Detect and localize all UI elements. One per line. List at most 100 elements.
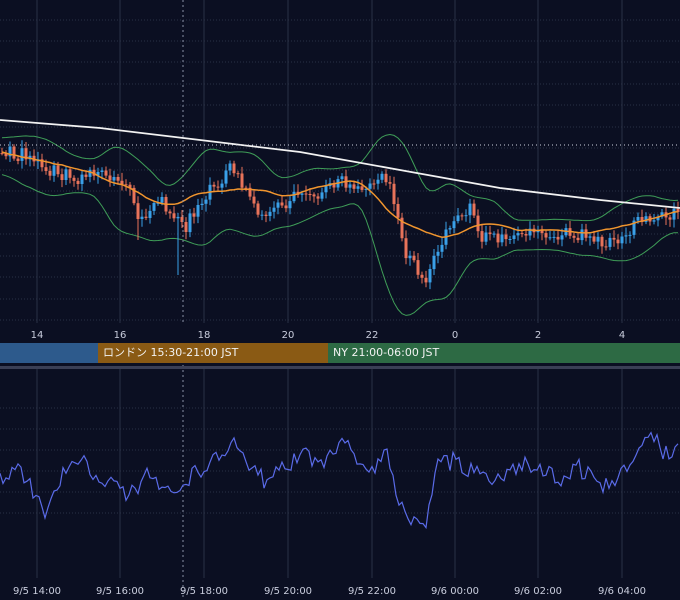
panel-separator — [0, 366, 680, 369]
candle-body — [556, 236, 560, 240]
candle-body — [280, 202, 284, 206]
candle-body — [316, 196, 320, 199]
candle-body — [140, 216, 144, 219]
bollinger-upper-band — [1, 133, 679, 222]
candle-body — [68, 169, 72, 178]
candle-body — [244, 187, 248, 189]
candle-body — [20, 148, 24, 161]
moving-averages — [0, 119, 680, 238]
candle-body — [180, 216, 184, 222]
candle-body — [236, 173, 240, 175]
candle-body — [144, 216, 148, 218]
candle-body — [400, 217, 404, 239]
candle-body — [112, 177, 116, 181]
candle-body — [388, 182, 392, 184]
oscillator-series — [0, 431, 679, 530]
candle-body — [416, 260, 420, 275]
candle-body — [216, 186, 220, 188]
candle-body — [528, 228, 532, 236]
candle-body — [84, 174, 88, 177]
candle-body — [380, 173, 384, 180]
candle-body — [8, 146, 12, 157]
candle-body — [384, 173, 388, 183]
x-tick-label: 9/6 02:00 — [514, 586, 562, 597]
candle-body — [292, 191, 296, 202]
candle-body — [504, 234, 508, 240]
price-x-axis-bg — [0, 323, 680, 343]
candle-body — [24, 148, 28, 160]
candle-body — [456, 215, 460, 222]
candle-body — [232, 163, 236, 174]
candle-body — [88, 169, 92, 177]
candle-body — [628, 234, 632, 236]
candle-body — [572, 235, 576, 238]
candle-body — [544, 233, 548, 238]
candle-body — [192, 213, 196, 217]
oscillator-x-axis: 9/5 14:00 9/5 16:00 9/5 18:00 9/5 20:00 9/5 … — [13, 586, 646, 597]
candle-body — [16, 158, 20, 161]
candle-body — [552, 236, 556, 238]
candle-body — [184, 222, 188, 232]
candle-body — [408, 255, 412, 259]
candle-body — [480, 231, 484, 242]
candle-body — [508, 239, 512, 240]
candle-body — [260, 214, 264, 216]
candle-body — [212, 184, 216, 187]
candle-body — [156, 202, 160, 204]
candle-body — [252, 196, 256, 204]
candle-body — [644, 216, 648, 222]
bollinger-lower-band — [1, 174, 678, 316]
x-tick-label: 9/6 04:00 — [598, 586, 646, 597]
candle-body — [172, 213, 176, 219]
x-tick-label: 14 — [31, 330, 44, 341]
candle-body — [248, 187, 252, 197]
candle-body — [672, 208, 676, 220]
x-tick-label: 9/5 20:00 — [264, 586, 312, 597]
candle-body — [484, 232, 488, 242]
bollinger-bands — [1, 133, 679, 316]
candle-body — [640, 217, 644, 222]
candle-body — [632, 220, 636, 235]
candle-body — [108, 175, 112, 181]
candle-body — [308, 194, 312, 195]
candle-body — [48, 170, 52, 176]
candle-body — [624, 235, 628, 237]
candle-body — [168, 211, 172, 214]
candle-body — [240, 173, 244, 188]
candle-body — [588, 236, 592, 238]
candle-body — [428, 269, 432, 283]
x-tick-label: 4 — [619, 330, 625, 341]
candle-body — [548, 237, 552, 239]
x-tick-label: 9/5 14:00 — [13, 586, 61, 597]
candle-body — [352, 184, 356, 189]
candle-body — [348, 184, 352, 188]
candle-body — [52, 165, 56, 176]
session-label-london: ロンドン 15:30-21:00 JST — [103, 346, 239, 359]
candle-body — [396, 204, 400, 218]
candle-body — [160, 197, 164, 203]
candle-body — [580, 229, 584, 241]
candle-body — [560, 235, 564, 240]
candle-body — [176, 216, 180, 219]
candle-body — [520, 233, 524, 235]
candle-body — [608, 237, 612, 247]
moving-average-long — [0, 119, 680, 209]
candle-body — [116, 177, 120, 181]
price-x-axis: 14 16 18 20 22 0 2 4 — [0, 323, 680, 343]
candle-body — [392, 183, 396, 205]
candle-body — [500, 234, 504, 243]
candle-body — [276, 202, 280, 208]
candle-body — [452, 221, 456, 229]
x-tick-label: 9/5 18:00 — [180, 586, 228, 597]
candle-body — [652, 220, 656, 222]
candle-body — [200, 203, 204, 205]
candle-body — [676, 208, 680, 212]
candle-body — [404, 238, 408, 259]
candle-body — [472, 203, 476, 216]
candle-body — [488, 232, 492, 235]
candle-body — [124, 184, 128, 186]
candle-body — [620, 236, 624, 244]
x-tick-label: 22 — [366, 330, 379, 341]
candle-body — [596, 236, 600, 242]
candle-body — [224, 170, 228, 184]
